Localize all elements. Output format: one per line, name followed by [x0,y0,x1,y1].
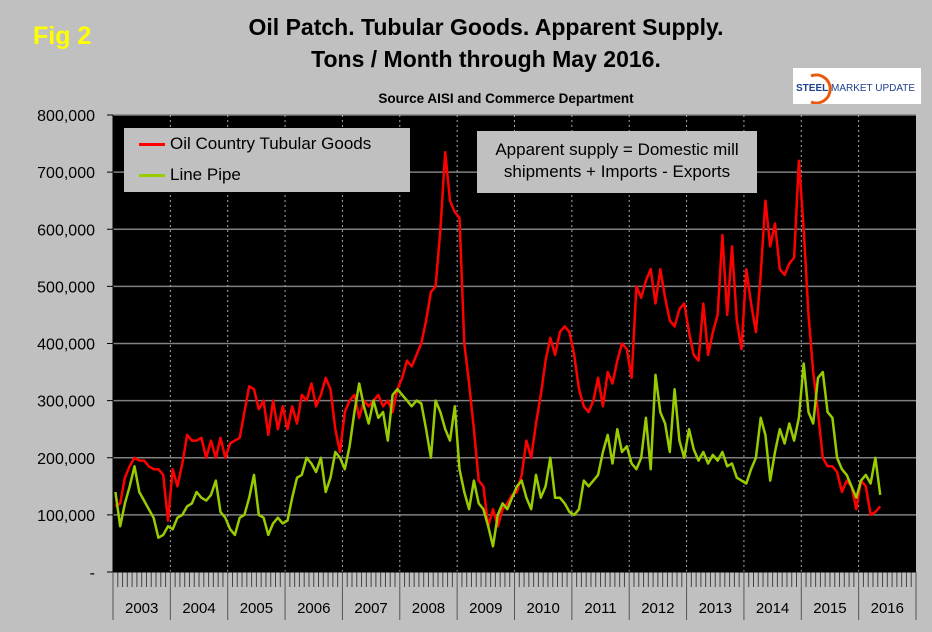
legend-item-line-pipe: Line Pipe [139,165,241,185]
x-tick-label: 2016 [871,600,904,617]
x-tick-label: 2006 [297,600,330,617]
chart-source: Source AISI and Commerce Department [378,91,634,106]
legend-item-octg: Oil Country Tubular Goods [139,134,371,154]
legend-label-line-pipe: Line Pipe [170,165,241,184]
y-tick-label: 800,000 [37,108,95,125]
chart-title: Oil Patch. Tubular Goods. Apparent Suppl… [248,14,724,40]
y-tick-label: 400,000 [37,337,95,354]
x-tick-label: 2008 [412,600,445,617]
x-tick-label: 2013 [699,600,732,617]
x-tick-label: 2009 [469,600,502,617]
series-line-line-pipe [114,362,882,548]
x-tick-label: 2003 [125,600,158,617]
x-tick-label: 2007 [354,600,387,617]
series-line-octg [114,150,882,528]
legend-swatch-line-pipe [139,173,165,177]
y-tick-label: - [90,565,95,582]
annotation-line-1: Apparent supply = Domestic mill [495,140,739,159]
svg-text:MARKET UPDATE: MARKET UPDATE [831,83,915,94]
x-tick-label: 2011 [584,600,616,617]
x-tick-label: 2010 [526,600,559,617]
annotation-line-2: shipments + Imports - Exports [503,162,731,181]
x-tick-label: 2012 [641,600,674,617]
figure-label: Fig 2 [33,22,92,50]
y-tick-label: 600,000 [37,222,95,239]
chart-subtitle: Tons / Month through May 2016. [311,46,661,72]
annotation-box: Apparent supply = Domestic mill shipment… [477,131,757,193]
x-tick-label: 2015 [813,600,846,617]
x-tick-label: 2004 [182,600,215,617]
x-tick-label: 2005 [240,600,273,617]
legend: Oil Country Tubular Goods Line Pipe [124,128,410,192]
legend-label-octg: Oil Country Tubular Goods [170,134,372,153]
x-tick-label: 2014 [756,600,789,617]
svg-text:STEEL: STEEL [796,83,828,94]
y-tick-label: 100,000 [37,508,95,525]
legend-swatch-octg [139,142,165,146]
y-tick-label: 200,000 [37,451,95,468]
steel-market-update-logo: STEEL MARKET UPDATE [793,68,921,104]
y-tick-label: 500,000 [37,279,95,296]
y-tick-label: 700,000 [37,165,95,182]
y-tick-label: 300,000 [37,394,95,411]
